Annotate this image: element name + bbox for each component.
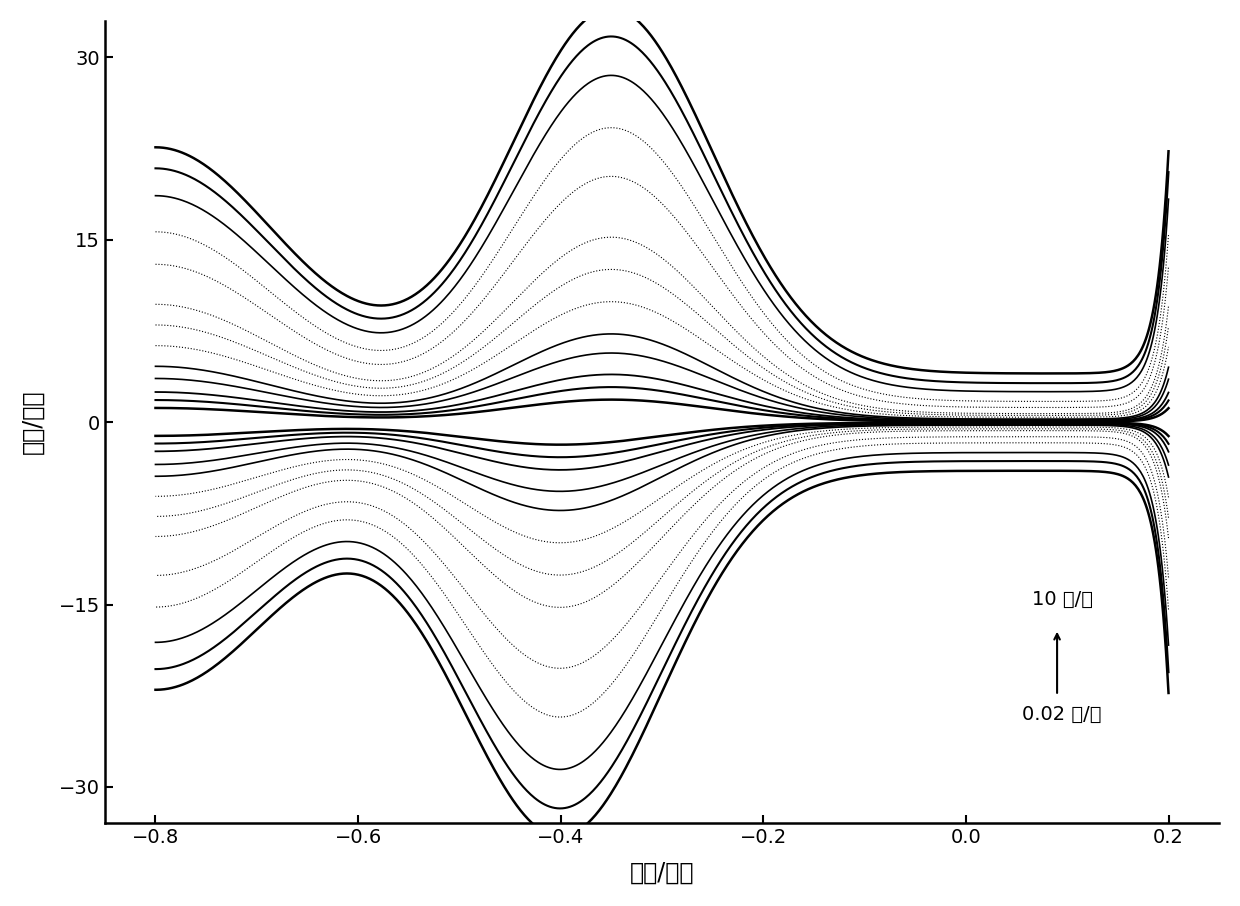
X-axis label: 电压/伏特: 电压/伏特 (630, 862, 694, 885)
Text: 0.02 伏/秒: 0.02 伏/秒 (1022, 705, 1101, 724)
Y-axis label: 电流/微安: 电流/微安 (21, 390, 45, 455)
Text: 10 伏/秒: 10 伏/秒 (1032, 590, 1092, 609)
